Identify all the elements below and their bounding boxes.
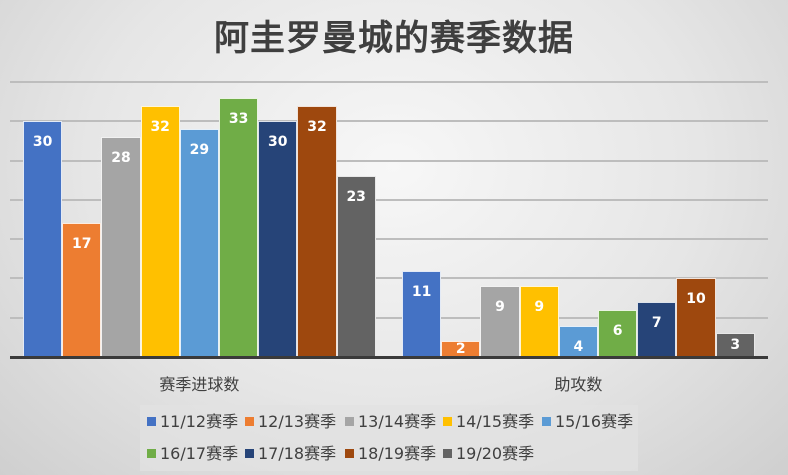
legend-item: 19/20赛季	[443, 443, 534, 465]
data-label: 10	[686, 291, 706, 308]
category-label-assists: 助攻数	[554, 375, 603, 394]
gridline	[10, 159, 768, 162]
legend-swatch-icon	[245, 449, 254, 458]
legend-swatch-icon	[345, 449, 354, 458]
data-label: 6	[612, 322, 623, 339]
legend-item: 12/13赛季	[245, 411, 336, 433]
legend-label: 13/14赛季	[358, 412, 437, 431]
legend-swatch-icon	[147, 449, 156, 458]
data-label: 23	[346, 189, 366, 206]
data-label: 29	[189, 142, 210, 159]
data-label: 9	[534, 299, 545, 316]
legend-swatch-icon	[245, 417, 254, 426]
data-label: 3	[730, 337, 741, 354]
x-axis-line	[10, 356, 768, 359]
legend-item: 15/16赛季	[542, 411, 633, 433]
bar: 29	[179, 129, 219, 357]
bar: 23	[336, 176, 376, 357]
bar: 10	[676, 278, 716, 357]
bar: 17	[62, 223, 102, 357]
data-label: 28	[111, 150, 131, 166]
data-label: 17	[72, 236, 92, 253]
data-label: 7	[651, 315, 662, 331]
bar: 7	[637, 302, 677, 357]
legend-label: 11/12赛季	[160, 412, 239, 431]
data-label: 32	[307, 118, 327, 135]
legend-swatch-icon	[443, 417, 452, 426]
bar: 11	[402, 270, 442, 357]
bar: 30	[23, 121, 63, 357]
bar: 3	[715, 333, 755, 357]
data-label: 2	[455, 341, 466, 358]
bar: 2	[441, 341, 481, 358]
legend-item: 16/17赛季	[147, 443, 238, 465]
bar: 32	[297, 105, 337, 357]
gridline	[10, 316, 768, 319]
legend-label: 12/13赛季	[258, 412, 337, 431]
data-label: 33	[228, 110, 249, 127]
legend: 11/12赛季 12/13赛季 13/14赛季 14/15赛季 15/16赛季 16/17…	[140, 405, 638, 471]
legend-label: 15/16赛季	[555, 412, 634, 431]
data-label: 30	[32, 134, 53, 151]
bar: 28	[101, 137, 141, 357]
chart-title: 阿圭罗曼城的赛季数据	[213, 19, 574, 59]
category-label-goals: 赛季进球数	[159, 375, 240, 394]
legend-label: 19/20赛季	[456, 444, 535, 463]
legend-item: 18/19赛季	[345, 443, 436, 465]
legend-swatch-icon	[542, 417, 551, 426]
legend-label: 17/18赛季	[258, 444, 337, 463]
gridline	[10, 238, 768, 241]
legend-item: 17/18赛季	[245, 443, 336, 465]
bar: 9	[480, 286, 520, 357]
data-label: 9	[495, 299, 505, 316]
data-label: 30	[268, 134, 288, 151]
legend-label: 18/19赛季	[358, 444, 437, 463]
legend-swatch-icon	[147, 417, 156, 426]
legend-item: 14/15赛季	[443, 411, 534, 433]
bar: 4	[558, 325, 598, 357]
data-label: 4	[573, 338, 584, 355]
legend-swatch-icon	[443, 449, 452, 458]
data-label: 32	[150, 118, 170, 135]
bar: 6	[598, 309, 638, 357]
bar: 32	[140, 105, 180, 357]
gridline	[10, 120, 768, 123]
legend-item: 13/14赛季	[345, 411, 436, 433]
gridline	[10, 277, 768, 280]
bar: 33	[219, 97, 259, 357]
legend-label: 16/17赛季	[160, 444, 239, 463]
data-label: 11	[411, 283, 432, 300]
legend-item: 11/12赛季	[147, 411, 238, 433]
gridline	[10, 81, 768, 83]
bar: 9	[519, 286, 559, 357]
legend-label: 14/15赛季	[456, 412, 535, 431]
bar: 30	[258, 121, 298, 357]
legend-swatch-icon	[345, 417, 354, 426]
gridline	[10, 198, 768, 201]
